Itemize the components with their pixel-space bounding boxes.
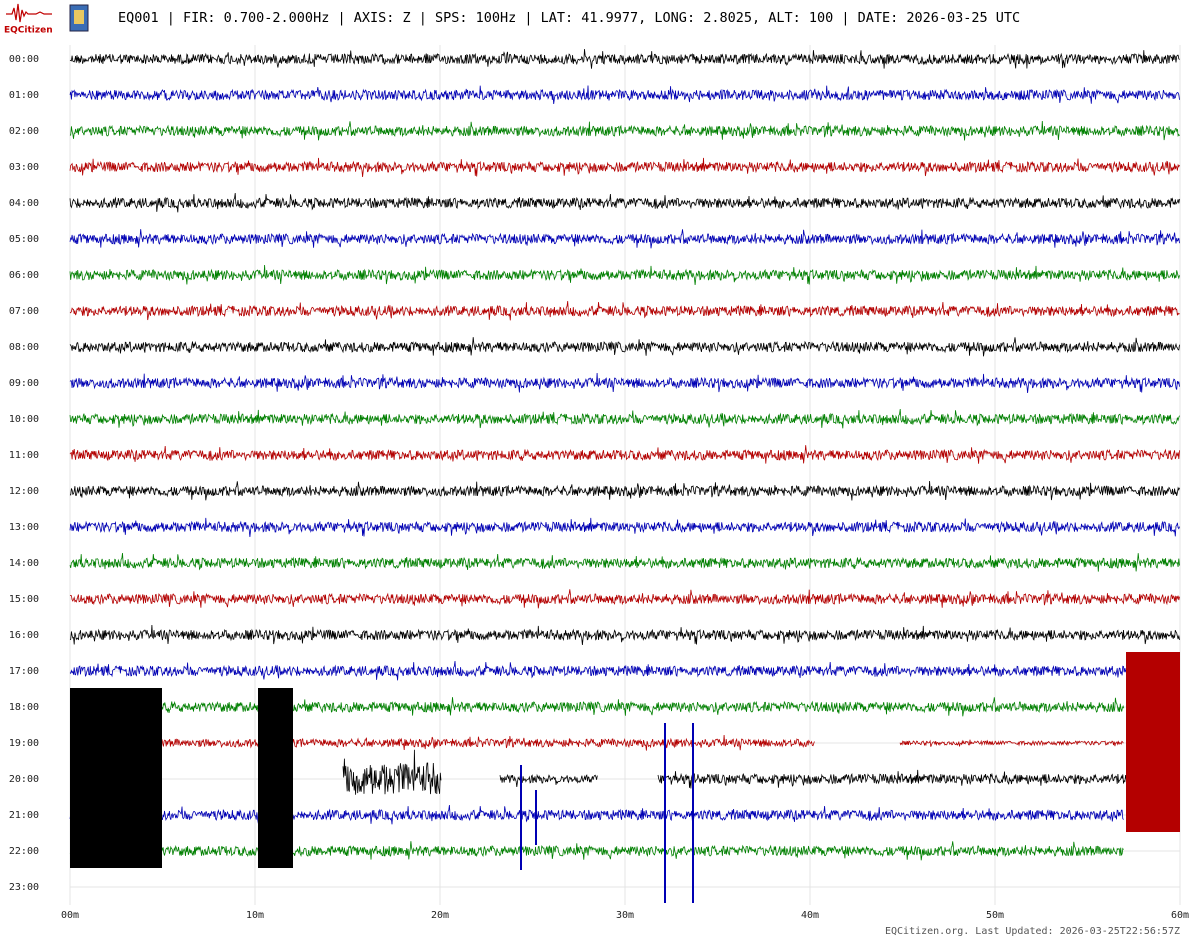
row-label: 06:00 bbox=[9, 270, 39, 281]
row-label: 22:00 bbox=[9, 846, 39, 857]
row-label: 08:00 bbox=[9, 342, 39, 353]
row-label: 12:00 bbox=[9, 486, 39, 497]
logo: EQCitizen bbox=[4, 3, 89, 36]
saturation-block bbox=[258, 688, 293, 868]
x-tick-label: 20m bbox=[431, 910, 449, 921]
footer: EQCitizen.org. Last Updated: 2026-03-25T… bbox=[885, 926, 1180, 937]
row-label: 00:00 bbox=[9, 54, 39, 65]
row-label: 21:00 bbox=[9, 810, 39, 821]
trace bbox=[657, 769, 1180, 789]
x-tick-label: 10m bbox=[246, 910, 264, 921]
trace bbox=[69, 552, 1180, 572]
trace bbox=[69, 445, 1180, 464]
trace bbox=[69, 229, 1180, 249]
x-tick-label: 00m bbox=[61, 910, 79, 921]
trace bbox=[69, 408, 1180, 429]
logo-wave bbox=[6, 3, 52, 23]
trace bbox=[69, 300, 1180, 321]
trace bbox=[69, 480, 1180, 501]
trace bbox=[69, 804, 1124, 825]
trace bbox=[69, 264, 1180, 285]
row-label: 01:00 bbox=[9, 90, 39, 101]
x-tick-label: 50m bbox=[986, 910, 1004, 921]
trace bbox=[69, 660, 1180, 681]
row-label: 02:00 bbox=[9, 126, 39, 137]
title: EQ001 | FIR: 0.700-2.000Hz | AXIS: Z | S… bbox=[118, 10, 1020, 26]
row-label: 13:00 bbox=[9, 522, 39, 533]
row-label: 03:00 bbox=[9, 162, 39, 173]
trace bbox=[69, 517, 1180, 537]
row-label: 04:00 bbox=[9, 198, 39, 209]
trace bbox=[69, 49, 1180, 69]
trace bbox=[161, 697, 1125, 717]
row-label: 10:00 bbox=[9, 414, 39, 425]
trace bbox=[69, 192, 1180, 213]
x-tick-label: 40m bbox=[801, 910, 819, 921]
row-label: 14:00 bbox=[9, 558, 39, 569]
row-label: 18:00 bbox=[9, 702, 39, 713]
trace bbox=[69, 337, 1180, 357]
row-label: 09:00 bbox=[9, 378, 39, 389]
row-label: 15:00 bbox=[9, 594, 39, 605]
logo-icon-chip bbox=[74, 10, 84, 24]
trace bbox=[69, 841, 1124, 861]
row-label: 16:00 bbox=[9, 630, 39, 641]
row-label: 11:00 bbox=[9, 450, 39, 461]
row-label: 07:00 bbox=[9, 306, 39, 317]
row-label: 19:00 bbox=[9, 738, 39, 749]
saturation-block bbox=[1126, 652, 1180, 832]
trace bbox=[499, 773, 598, 787]
row-label: 17:00 bbox=[9, 666, 39, 677]
logo-text: EQCitizen bbox=[4, 26, 53, 36]
trace bbox=[69, 85, 1180, 105]
trace bbox=[899, 739, 1124, 747]
row-label: 20:00 bbox=[9, 774, 39, 785]
x-tick-label: 30m bbox=[616, 910, 634, 921]
row-label: 23:00 bbox=[9, 882, 39, 893]
x-tick-label: 60m bbox=[1171, 910, 1189, 921]
saturation-block bbox=[70, 688, 162, 868]
trace bbox=[69, 120, 1180, 141]
trace bbox=[342, 749, 442, 795]
row-label: 05:00 bbox=[9, 234, 39, 245]
trace bbox=[69, 372, 1180, 393]
trace bbox=[69, 157, 1180, 177]
trace bbox=[69, 589, 1180, 609]
trace bbox=[69, 624, 1180, 645]
